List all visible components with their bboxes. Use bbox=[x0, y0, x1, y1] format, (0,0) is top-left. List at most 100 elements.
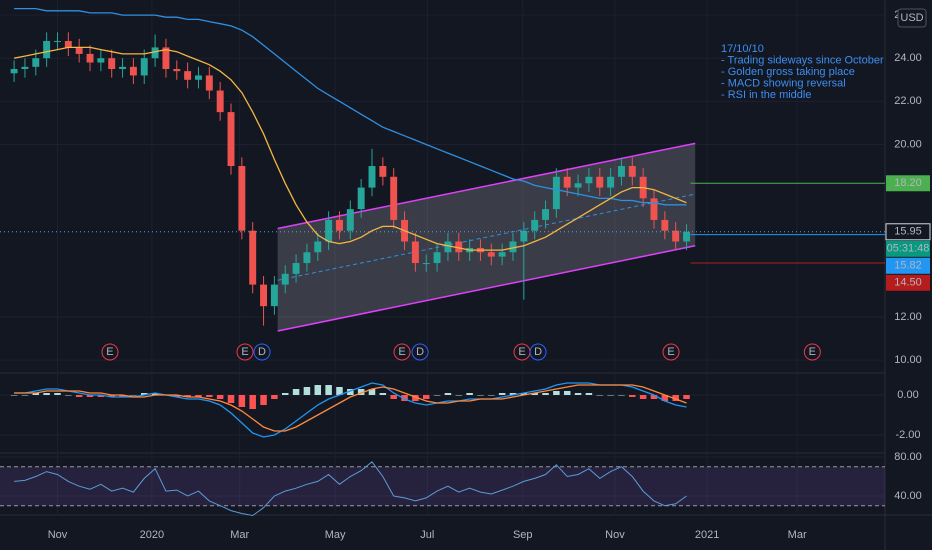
macd-histogram-bar bbox=[379, 393, 387, 395]
macd-histogram-bar bbox=[466, 393, 473, 395]
rsi-line bbox=[14, 461, 687, 517]
candle-body bbox=[563, 176, 571, 188]
candle-body bbox=[314, 241, 322, 253]
macd-histogram-bar bbox=[173, 395, 181, 397]
x-tick-label: Mar bbox=[788, 529, 807, 541]
candle-body bbox=[607, 176, 615, 188]
price-tag bbox=[886, 274, 930, 291]
candle-body bbox=[542, 209, 550, 220]
annotation-line: 17/10/10 bbox=[721, 43, 764, 55]
event-marker bbox=[529, 343, 547, 361]
macd-histogram-bar bbox=[86, 395, 94, 397]
candle-body bbox=[184, 71, 192, 80]
candle-body bbox=[433, 252, 441, 264]
candle-body bbox=[140, 58, 148, 76]
macd-histogram-bar bbox=[216, 395, 224, 399]
macd-histogram-bar bbox=[119, 395, 126, 397]
x-tick-label: 2021 bbox=[695, 529, 719, 541]
candle-body bbox=[509, 241, 517, 253]
price-tag-label: 14.50 bbox=[894, 277, 922, 289]
candle-body bbox=[43, 40, 51, 59]
macd-line bbox=[14, 382, 687, 438]
macd-histogram-bar bbox=[65, 395, 72, 396]
macd-histogram-bar bbox=[401, 395, 408, 401]
macd-histogram-bar bbox=[43, 393, 50, 395]
y-tick-label: -2.00 bbox=[895, 429, 920, 441]
candle-body bbox=[162, 47, 170, 69]
event-label: D bbox=[416, 346, 424, 358]
moving-average bbox=[13, 46, 687, 251]
macd-histogram-bar bbox=[477, 395, 484, 396]
macd-histogram-bar bbox=[75, 395, 83, 397]
annotation-line: - Golden gross taking place bbox=[721, 66, 855, 78]
candle-body bbox=[368, 166, 376, 188]
macd-histogram-bar bbox=[531, 393, 538, 395]
event-marker bbox=[101, 343, 119, 361]
countdown-tag bbox=[886, 240, 930, 257]
candle-body bbox=[390, 176, 398, 220]
candle-body bbox=[498, 252, 506, 257]
event-label: E bbox=[241, 346, 248, 358]
macd-histogram-bar bbox=[683, 395, 690, 399]
macd-histogram-bar bbox=[574, 393, 582, 395]
candle-body bbox=[422, 263, 430, 265]
macd-histogram-bar bbox=[509, 393, 517, 395]
candle-body bbox=[487, 252, 495, 257]
event-label: D bbox=[534, 346, 542, 358]
event-label: E bbox=[106, 346, 113, 358]
candle-body bbox=[346, 209, 354, 231]
candle-body bbox=[238, 166, 246, 231]
candle-body bbox=[335, 219, 343, 231]
event-label: E bbox=[518, 346, 525, 358]
macd-histogram-bar bbox=[336, 387, 343, 395]
y-tick-label: 40.00 bbox=[894, 490, 922, 502]
candle-body bbox=[531, 219, 539, 231]
candle-body bbox=[411, 241, 419, 264]
macd-histogram-bar bbox=[542, 393, 549, 395]
macd-histogram-bar bbox=[563, 391, 571, 395]
macd-histogram-bar bbox=[54, 393, 61, 395]
macd-histogram-bar bbox=[672, 395, 679, 401]
currency-box bbox=[897, 8, 927, 28]
macd-histogram-bar bbox=[553, 391, 560, 395]
macd-histogram-bar bbox=[618, 395, 625, 396]
x-tick-label: May bbox=[325, 529, 346, 541]
candle-body bbox=[227, 112, 235, 167]
price-tag-label: 15.95 bbox=[894, 226, 922, 238]
macd-histogram-bar bbox=[498, 393, 506, 395]
price-tag bbox=[886, 257, 930, 274]
x-tick-label: Mar bbox=[230, 529, 249, 541]
macd-histogram-bar bbox=[433, 395, 441, 396]
y-tick-label: 10.00 bbox=[894, 354, 922, 366]
macd-histogram-bar bbox=[629, 395, 636, 397]
channel-line bbox=[277, 245, 696, 332]
annotation-line: - MACD showing reversal bbox=[721, 77, 846, 89]
event-label: E bbox=[667, 346, 674, 358]
macd-histogram-bar bbox=[347, 389, 354, 395]
event-label: D bbox=[258, 346, 266, 358]
candle-body bbox=[520, 230, 528, 242]
macd-histogram-bar bbox=[303, 387, 311, 395]
price-tag-label: 18.20 bbox=[894, 177, 922, 189]
event-marker bbox=[253, 343, 271, 361]
macd-histogram-bar bbox=[325, 385, 332, 395]
y-tick-label: 24.00 bbox=[894, 52, 922, 64]
macd-histogram-bar bbox=[32, 393, 40, 395]
macd-histogram-bar bbox=[390, 395, 397, 399]
candle-body bbox=[108, 58, 116, 69]
candle-body bbox=[650, 198, 658, 220]
macd-histogram-bar bbox=[314, 385, 322, 395]
candle-body bbox=[617, 166, 625, 177]
candle-body bbox=[21, 66, 29, 69]
macd-histogram-bar bbox=[368, 389, 376, 395]
macd-histogram-bar bbox=[596, 395, 604, 396]
x-tick-label: 2020 bbox=[140, 529, 164, 541]
candle-body bbox=[661, 219, 669, 231]
candle-body bbox=[151, 47, 159, 59]
x-tick-label: Nov bbox=[605, 529, 625, 541]
macd-histogram-bar bbox=[412, 395, 419, 401]
macd-histogram-bar bbox=[444, 393, 452, 395]
macd-histogram-bar bbox=[281, 393, 289, 395]
candle-body bbox=[75, 47, 83, 54]
y-tick-label: 0.00 bbox=[897, 389, 918, 401]
